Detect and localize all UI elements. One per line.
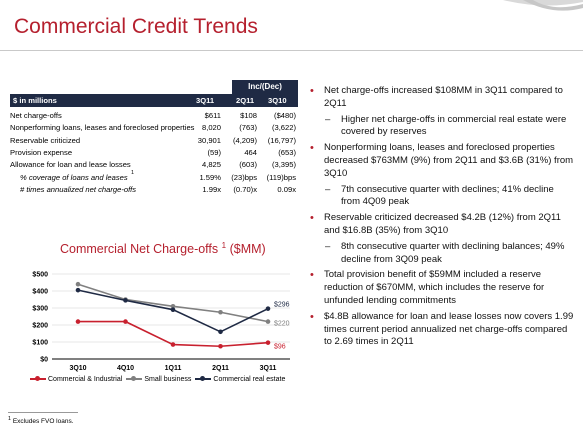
table-col-2q11: 2Q11 — [236, 96, 255, 105]
bullet-item: Net charge-offs increased $108MM in 3Q11… — [309, 85, 575, 111]
table-row-label: % coverage of loans and leases — [20, 172, 128, 182]
data-point — [218, 309, 223, 315]
title-divider — [0, 50, 583, 51]
bullet-item: $4.8B allowance for loan and lease losse… — [309, 311, 575, 349]
table-group-header: Inc/(Dec) — [232, 80, 298, 94]
footnote-divider — [8, 412, 78, 413]
y-tick-label: $0 — [40, 357, 48, 364]
table-row-label: Provision expense — [10, 147, 73, 157]
table-row: # times annualized net charge-offs 1.99x (… — [10, 185, 298, 196]
y-tick-label: $400 — [32, 289, 48, 296]
table-cell: 0.09x — [277, 184, 296, 194]
table-row-label: Allowance for loan and lease losses — [10, 160, 131, 170]
footnote: 1 Excludes FVO loans. — [8, 416, 74, 426]
table-cell: (0.70)x — [233, 184, 257, 194]
series-end-label: $296 — [274, 302, 290, 309]
table-cell: (3,395) — [271, 160, 296, 170]
legend-item: Commercial real estate — [195, 376, 285, 383]
y-tick-label: $200 — [32, 323, 48, 330]
table-cell: (653) — [278, 147, 296, 157]
table-cell: ($480) — [274, 111, 296, 120]
bullet-item: Total provision benefit of $59MM include… — [309, 269, 575, 307]
table-row-label: Nonperforming loans, leases and foreclos… — [10, 123, 195, 133]
table-cell: $108 — [240, 111, 257, 120]
series-end-label: $220 — [274, 321, 290, 328]
data-point — [170, 304, 176, 309]
data-point — [265, 306, 271, 311]
data-point — [75, 281, 81, 287]
data-point — [123, 298, 128, 303]
table-cell: 30,901 — [197, 135, 221, 145]
table-cell: 1.59% — [199, 172, 221, 182]
corner-swoosh-graphic — [503, 0, 583, 11]
legend-item: Small business — [126, 376, 191, 383]
table-cell: (4,209) — [232, 135, 257, 145]
data-point — [123, 319, 128, 324]
table-cell: (59) — [207, 147, 221, 157]
table-cell: (763) — [239, 123, 257, 133]
data-point — [265, 340, 271, 345]
table-cell: 8,020 — [201, 123, 221, 133]
data-point — [75, 319, 81, 324]
legend-swatch — [195, 376, 212, 382]
series-line — [77, 283, 269, 323]
x-tick-label: 3Q11 — [260, 365, 277, 372]
data-point — [265, 319, 271, 324]
table-cell: (603) — [239, 160, 257, 170]
table-col-3q11: 3Q11 — [196, 96, 215, 105]
legend-label: Commercial & Industrial — [48, 376, 123, 383]
bullet-item: Reservable criticized decreased $4.2B (1… — [309, 212, 575, 238]
sub-bullet-item: 8th consecutive quarter with declining b… — [309, 241, 575, 267]
legend-item: Commercial & Industrial — [30, 376, 122, 383]
data-point — [170, 307, 176, 312]
data-point — [75, 287, 81, 293]
table-cell: 464 — [244, 147, 257, 157]
table-row-label: Reservable criticized — [10, 135, 81, 145]
x-tick-label: 3Q10 — [69, 365, 86, 372]
legend-swatch — [30, 376, 46, 382]
table-row-footnote-ref: 1 — [131, 169, 135, 176]
table-row: Provision expense (59) 464 (653) — [10, 148, 298, 159]
table-cell: (16,797) — [267, 135, 296, 145]
table-col-label: $ in millions — [13, 96, 57, 105]
table-cell: (23)bps — [231, 172, 257, 182]
data-point — [218, 343, 223, 349]
y-tick-label: $300 — [32, 306, 48, 313]
table-cell: $611 — [204, 111, 221, 120]
data-point — [170, 342, 176, 347]
table-row: Reservable criticized 30,901 (4,209) (16,79… — [10, 136, 298, 147]
sub-bullet-item: Higher net charge-offs in commercial rea… — [309, 114, 575, 140]
table-row: Nonperforming loans, leases and foreclos… — [10, 123, 298, 134]
table-row: % coverage of loans and leases 1 1.59% (23)… — [10, 169, 298, 184]
table-cell: (119)bps — [266, 172, 296, 182]
x-tick-label: 2Q11 — [212, 365, 229, 372]
table-cell: 4,825 — [201, 160, 221, 170]
page-title: Commercial Credit Trends — [14, 15, 258, 38]
x-tick-label: 1Q11 — [165, 365, 182, 372]
table-header-row: $ in millions 3Q11 2Q11 3Q10 — [10, 94, 298, 107]
chart-title: Commercial Net Charge-offs 1 ($MM) — [60, 241, 266, 257]
sub-bullet-item: 7th consecutive quarter with declines; 4… — [309, 184, 575, 210]
net-charge-offs-chart: $0 $100 $200 $300 $400 $500 3Q10 4Q10 1Q11 2Q11 3Q… — [32, 272, 290, 372]
table-cell: (3,622) — [271, 123, 296, 133]
table-row-label: Net charge-offs — [10, 111, 62, 120]
legend-swatch — [126, 376, 143, 382]
table-row: Allowance for loan and lease losses 4,825… — [10, 160, 298, 171]
y-tick-label: $100 — [32, 340, 48, 347]
table-col-3q10: 3Q10 — [268, 96, 287, 105]
bullet-item: Nonperforming loans, leases and foreclos… — [309, 142, 575, 180]
table-row: Net charge-offs $611 $108 ($480) — [10, 111, 298, 122]
y-tick-label: $500 — [32, 272, 48, 279]
legend-label: Commercial real estate — [213, 376, 286, 383]
x-tick-label: 4Q10 — [117, 365, 134, 372]
legend-label: Small business — [144, 376, 192, 383]
data-point — [218, 329, 223, 335]
table-cell: 1.99x — [202, 184, 221, 194]
table-row-label: # times annualized net charge-offs — [20, 184, 137, 194]
commentary-bullets: Net charge-offs increased $108MM in 3Q11… — [309, 85, 575, 352]
chart-legend: Commercial & Industrial Small business Com… — [30, 376, 289, 383]
series-end-label: $96 — [274, 344, 286, 351]
